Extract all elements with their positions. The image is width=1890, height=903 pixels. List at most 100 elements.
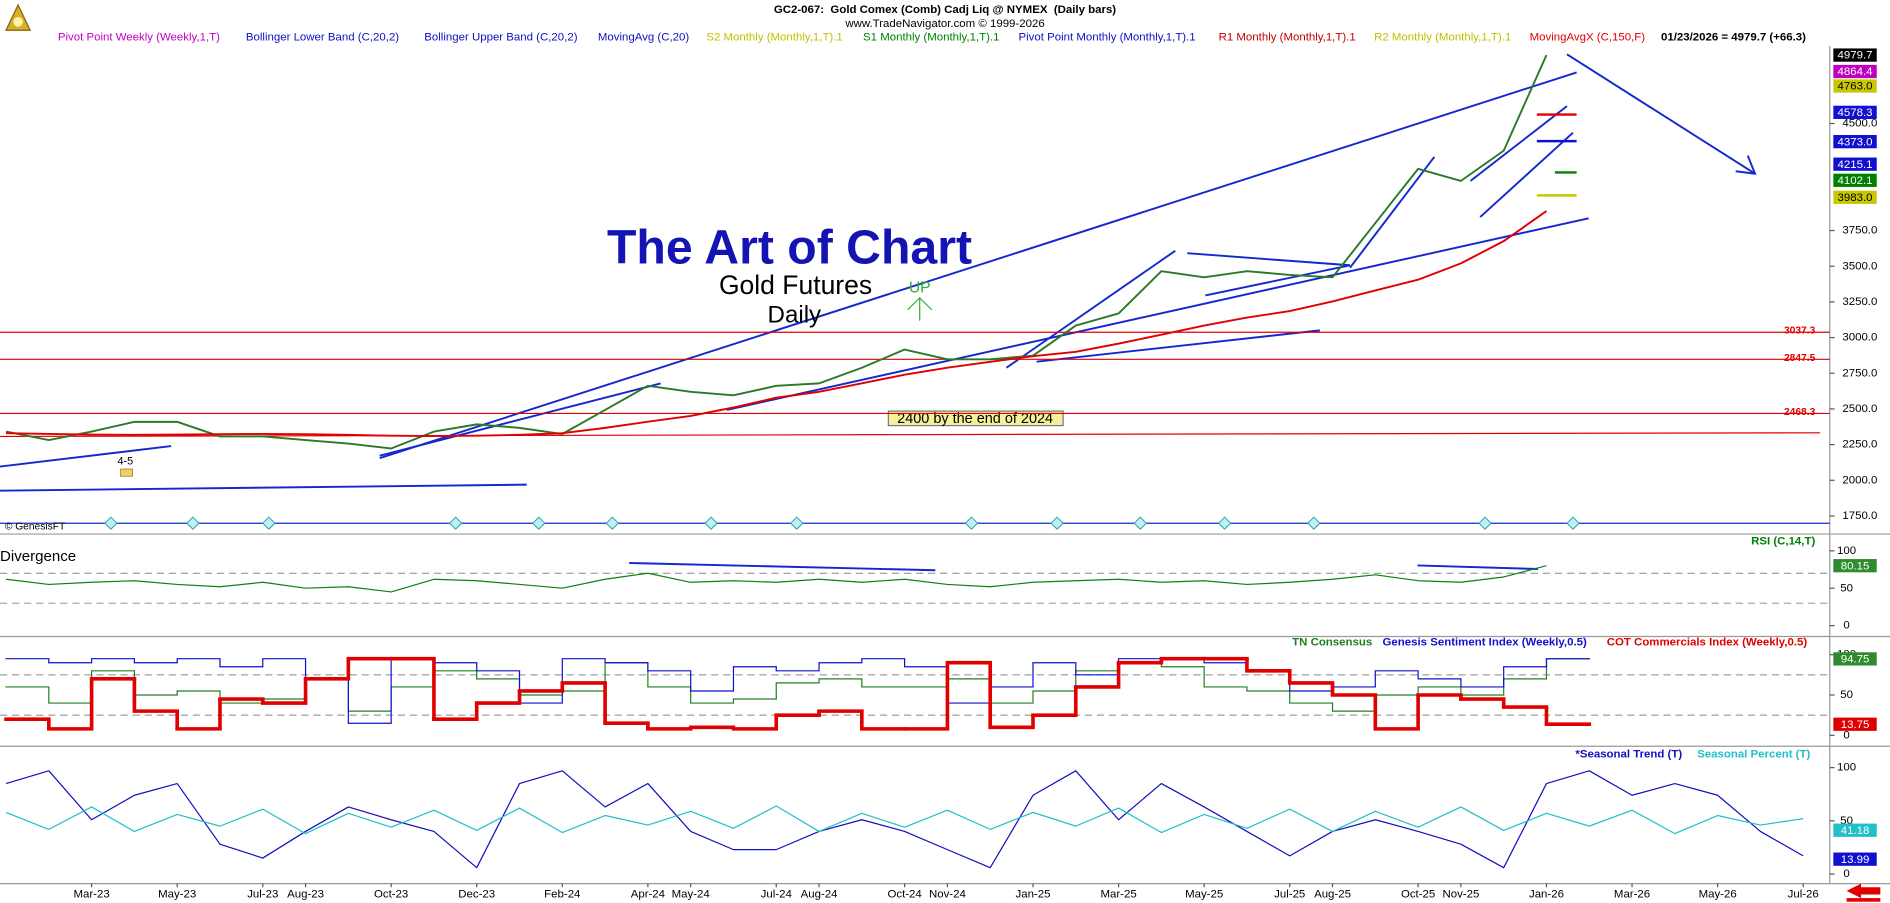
chart-title: GC2-067: Gold Comex (Comb) Cadj Liq @ NY…: [774, 4, 1116, 16]
y-tick-label: 50: [1840, 689, 1853, 701]
series-line: [6, 210, 1548, 438]
indicator-label: Bollinger Upper Band (C,20,2): [424, 31, 577, 43]
x-tick-label: Apr-24: [631, 889, 666, 901]
x-tick-label: Oct-23: [374, 889, 408, 901]
value-marker-label: 13.75: [1841, 719, 1870, 731]
value-marker: [1833, 717, 1877, 731]
legend-label: TN Consensus: [1292, 637, 1372, 649]
series-line: [5, 565, 1547, 593]
event-diamond: [1133, 516, 1147, 530]
indicator-label: Pivot Point Monthly (Monthly,1,T).1: [1019, 31, 1196, 43]
event-diamond: [448, 516, 463, 530]
x-tick-label: May-26: [1699, 889, 1737, 901]
x-tick-label: Mar-25: [1100, 889, 1136, 901]
level-label: 2468.3: [1784, 407, 1816, 418]
x-tick-label: Mar-23: [73, 889, 109, 901]
value-marker-label: 3983.0: [1838, 192, 1873, 204]
event-diamond: [532, 516, 546, 530]
y-tick-label: 0: [1843, 868, 1849, 880]
event-diamond: [1217, 516, 1232, 530]
value-marker: [1833, 157, 1877, 171]
y-tick-label: 100: [1837, 545, 1856, 557]
scroll-bar[interactable]: [1846, 898, 1881, 902]
event-diamond: [262, 516, 276, 530]
level-label: 3037.3: [1784, 326, 1816, 337]
x-tick-label: May-25: [1185, 889, 1223, 901]
series-line: [5, 770, 1804, 869]
event-diamond: [1566, 516, 1580, 530]
scroll-arrow[interactable]: [1846, 883, 1881, 899]
x-tick-label: Jul-23: [247, 889, 278, 901]
y-tick-label: 1750.0: [1842, 510, 1877, 522]
legend-label: Seasonal Percent (T): [1697, 749, 1810, 761]
divergence-note: Divergence: [0, 548, 76, 565]
trendlines: [0, 53, 1821, 572]
last-quote: 01/23/2026 = 4979.7 (+66.3): [1661, 31, 1806, 43]
panel-title: RSI (C,14,T): [1751, 535, 1815, 547]
event-diamond: [1050, 516, 1064, 530]
value-marker: [1833, 173, 1877, 187]
value-marker-label: 4373.0: [1838, 136, 1873, 148]
x-tick-label: Mar-26: [1614, 889, 1650, 901]
indicator-label: MovingAvg (C,20): [598, 31, 690, 43]
x-tick-label: Oct-24: [887, 889, 922, 901]
value-marker-label: 4578.3: [1838, 107, 1873, 119]
x-tick-label: Aug-25: [1314, 889, 1351, 901]
indicator-label: R2 Monthly (Monthly,1,T).1: [1374, 31, 1511, 43]
x-tick-label: Oct-25: [1401, 889, 1435, 901]
event-flag: [120, 468, 133, 477]
event-diamond: [1307, 516, 1321, 530]
chart-subtitle: www.TradeNavigator.com © 1999-2026: [844, 18, 1044, 30]
logo: [5, 3, 32, 31]
y-tick-label: 2000.0: [1842, 474, 1877, 486]
note-box: [887, 410, 1064, 427]
value-marker: [1833, 652, 1877, 666]
value-marker-label: 41.18: [1841, 825, 1870, 837]
y-tick-label: 4500.0: [1842, 118, 1877, 130]
value-marker: [1833, 48, 1877, 62]
event-diamond: [605, 516, 620, 530]
y-tick-label: 3000.0: [1842, 332, 1877, 344]
y-tick-label: 100: [1837, 762, 1856, 774]
subheadline: Gold Futures: [719, 270, 872, 300]
value-marker-label: 4215.1: [1838, 159, 1873, 171]
y-tick-label: 0: [1843, 729, 1849, 741]
value-marker-label: 4102.1: [1838, 175, 1873, 187]
headline: The Art of Chart: [607, 221, 972, 275]
y-tick-label: 3500.0: [1842, 260, 1877, 272]
value-marker: [1833, 135, 1877, 149]
event-diamond: [790, 516, 804, 530]
event-diamond: [1478, 516, 1492, 530]
value-marker-label: 13.99: [1841, 854, 1870, 866]
x-tick-label: Feb-24: [544, 889, 581, 901]
value-marker-label: 4763.0: [1838, 81, 1873, 93]
legend-label: Genesis Sentiment Index (Weekly,0.5): [1383, 637, 1587, 649]
wave-label: 4-5: [118, 456, 134, 468]
indicator-label: S1 Monthly (Monthly,1,T).1: [863, 31, 999, 43]
series-line: [5, 805, 1804, 835]
x-tick-label: Jul-25: [1274, 889, 1305, 901]
value-marker-label: 94.75: [1841, 654, 1870, 666]
value-marker: [1833, 559, 1877, 573]
up-note: UP: [909, 279, 931, 296]
y-tick-label: 2750.0: [1842, 367, 1877, 379]
up-arrow-head: [907, 296, 933, 311]
value-marker-label: 80.15: [1841, 560, 1870, 572]
note: 2400 by the end of 2024: [897, 411, 1053, 427]
value-marker: [1833, 105, 1877, 119]
x-tick-label: Dec-23: [458, 889, 495, 901]
x-tick-label: Nov-25: [1442, 889, 1479, 901]
value-marker-label: 4864.4: [1838, 66, 1874, 78]
value-marker-label: 4979.7: [1838, 50, 1873, 62]
y-tick-label: 50: [1840, 582, 1853, 594]
indicator-label: R1 Monthly (Monthly,1,T).1: [1219, 31, 1356, 43]
x-tick-label: Nov-24: [929, 889, 967, 901]
indicator-label: Bollinger Lower Band (C,20,2): [246, 31, 399, 43]
value-marker: [1833, 190, 1877, 204]
y-tick-label: 3250.0: [1842, 296, 1877, 308]
y-tick-label: 2250.0: [1842, 439, 1877, 451]
indicator-label: S2 Monthly (Monthly,1,T).1: [706, 31, 842, 43]
event-diamond: [186, 516, 200, 530]
